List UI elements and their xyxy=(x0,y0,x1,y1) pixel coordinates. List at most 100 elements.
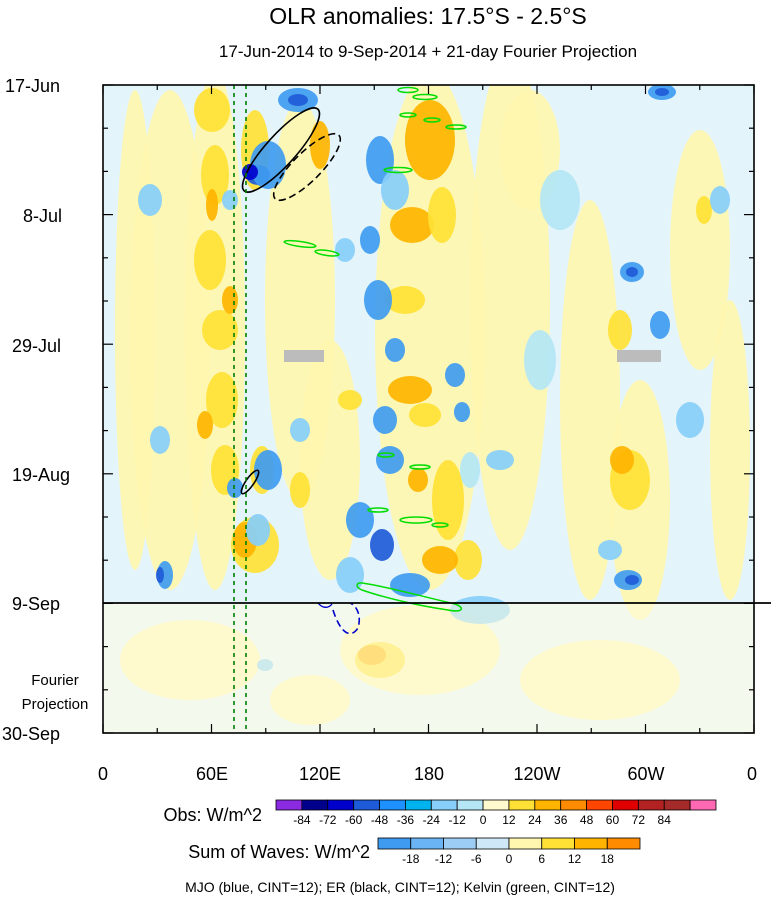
anomaly-patch xyxy=(288,94,308,106)
chart-title: OLR anomalies: 17.5°S - 2.5°S xyxy=(269,3,587,29)
anomaly-patch xyxy=(445,363,465,387)
x-axis: 0 60E 120E 180 120W 60W 0 xyxy=(98,764,757,784)
anomaly-patch xyxy=(290,472,310,508)
anomaly-patch xyxy=(710,186,730,214)
anomaly-patch xyxy=(156,567,164,583)
obs-colorbar-tick-label: -48 xyxy=(371,813,389,827)
chart-subtitle: 17-Jun-2014 to 9-Sep-2014 + 21-day Fouri… xyxy=(219,42,637,61)
waves-colorbar-swatch xyxy=(444,838,477,849)
obs-colorbar-swatch xyxy=(354,800,380,810)
obs-colorbar-tick-label: 84 xyxy=(658,813,672,827)
waves-colorbar-tick-labels: -18 -12 -6 0 6 12 18 xyxy=(402,852,614,866)
waves-colorbar-tick-label: 12 xyxy=(568,852,582,866)
anomaly-patch xyxy=(336,557,364,593)
anomaly-patch xyxy=(428,187,456,243)
anomaly-patch xyxy=(222,286,238,314)
anomaly-patch xyxy=(194,230,226,290)
anomaly-patch xyxy=(655,88,669,96)
anomaly-patch xyxy=(364,280,392,320)
waves-colorbar-swatches xyxy=(378,838,640,849)
anomaly-patch xyxy=(608,310,632,350)
waves-colorbar: Sum of Waves: W/m^2 -18 -12 -6 0 6 12 18 xyxy=(188,838,640,866)
anomaly-patch xyxy=(408,468,428,492)
anomaly-patch xyxy=(373,406,397,434)
obs-colorbar-tick-label: 60 xyxy=(606,813,620,827)
y-tick-label: 8-Jul xyxy=(23,206,62,226)
obs-colorbar-tick-label: 24 xyxy=(528,813,542,827)
waves-colorbar-tick-label: 6 xyxy=(538,852,545,866)
anomaly-patch xyxy=(381,170,409,210)
x-tick-label: 120E xyxy=(299,764,341,784)
obs-colorbar-tick-label: 48 xyxy=(580,813,594,827)
y-tick-label: 9-Sep xyxy=(12,594,60,614)
anomaly-patch xyxy=(202,310,238,350)
waves-colorbar-swatch xyxy=(607,838,640,849)
obs-colorbar-tick-label: 36 xyxy=(554,813,568,827)
x-tick-label: 180 xyxy=(414,764,444,784)
anomaly-patch xyxy=(432,460,464,540)
anomaly-patch xyxy=(335,238,355,262)
projection-label-line-1: Fourier xyxy=(31,672,79,689)
anomaly-patch xyxy=(346,502,374,538)
waves-colorbar-tick-label: -18 xyxy=(402,852,420,866)
waves-colorbar-label: Sum of Waves: W/m^2 xyxy=(188,842,370,862)
y-tick-label: 17-Jun xyxy=(5,76,60,96)
obs-colorbar-tick-label: 12 xyxy=(502,813,516,827)
anomaly-patch xyxy=(696,196,712,224)
anomaly-patch xyxy=(409,403,441,427)
anomaly-patch xyxy=(540,170,580,230)
anomaly-patch xyxy=(486,450,514,470)
obs-colorbar: Obs: W/m^2 -84 -72 -60 -48 -36 -24 -12 0 12 24 36 4… xyxy=(164,800,716,827)
obs-colorbar-tick-label: 0 xyxy=(480,813,487,827)
obs-colorbar-tick-label: 72 xyxy=(632,813,646,827)
anomaly-patch xyxy=(246,514,270,546)
obs-colorbar-tick-label: -36 xyxy=(397,813,415,827)
anomaly-patch xyxy=(385,338,405,362)
obs-colorbar-swatch xyxy=(405,800,431,810)
obs-colorbar-tick-label: -24 xyxy=(423,813,441,827)
waves-colorbar-tick-label: -6 xyxy=(471,852,482,866)
waves-colorbar-swatch xyxy=(542,838,575,849)
y-tick-label: 19-Aug xyxy=(12,465,70,485)
waves-colorbar-tick-label: -12 xyxy=(435,852,453,866)
waves-colorbar-swatch xyxy=(378,838,411,849)
anomaly-patch xyxy=(290,418,310,442)
obs-colorbar-swatch xyxy=(561,800,587,810)
y-axis: 17-Jun 8-Jul 29-Jul 19-Aug 9-Sep 30-Sep … xyxy=(2,76,88,744)
anomaly-patch xyxy=(650,311,670,339)
anomaly-patch xyxy=(360,226,380,254)
anomaly-patch xyxy=(454,540,482,580)
anomaly-patch xyxy=(197,411,213,439)
anomaly-patch xyxy=(206,189,218,221)
waves-colorbar-swatch xyxy=(476,838,509,849)
anomaly-patch xyxy=(370,529,394,561)
x-tick-label: 60E xyxy=(196,764,228,784)
obs-colorbar-tick-label: -84 xyxy=(293,813,311,827)
obs-colorbar-swatch xyxy=(328,800,354,810)
anomaly-patch xyxy=(388,376,432,404)
obs-colorbar-swatch xyxy=(638,800,664,810)
anomaly-patch xyxy=(150,426,170,454)
waves-colorbar-swatch xyxy=(509,838,542,849)
anomaly-patch xyxy=(310,121,330,169)
y-tick-label: 29-Jul xyxy=(12,336,61,356)
waves-colorbar-swatch xyxy=(411,838,444,849)
anomaly-patch xyxy=(626,267,638,277)
anomaly-patch xyxy=(222,190,238,210)
anomaly-patch xyxy=(460,452,480,488)
obs-colorbar-swatch xyxy=(276,800,302,810)
x-tick-label: 0 xyxy=(98,764,108,784)
anomaly-patch xyxy=(405,100,455,180)
projection-region xyxy=(103,603,754,733)
missing-data-patch xyxy=(617,350,661,362)
anomaly-patch xyxy=(560,200,620,600)
obs-colorbar-swatch xyxy=(690,800,716,810)
missing-data-patch xyxy=(284,350,324,362)
waves-colorbar-tick-label: 18 xyxy=(601,852,615,866)
waves-colorbar-swatch xyxy=(575,838,608,849)
obs-colorbar-swatch xyxy=(457,800,483,810)
anomaly-patch xyxy=(194,88,230,132)
x-tick-label: 60W xyxy=(627,764,664,784)
obs-colorbar-tick-label: -60 xyxy=(345,813,363,827)
